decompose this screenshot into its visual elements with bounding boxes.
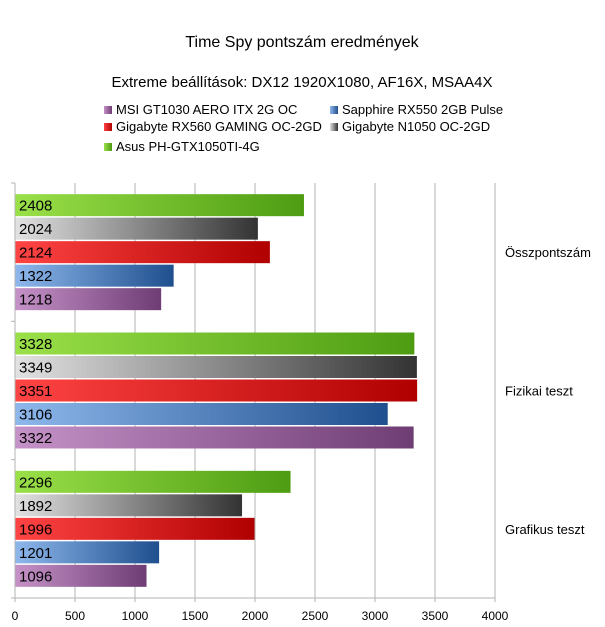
x-tick-label: 500 bbox=[65, 609, 85, 623]
legend-label: Asus PH-GTX1050TI-4G bbox=[116, 139, 260, 154]
data-label: 2408 bbox=[19, 198, 52, 215]
plot-area: 2408 2024 2124 1322 1218 3328 3349 3351 3106 3322… bbox=[11, 182, 591, 623]
chart-subtitle: Extreme beállítások: DX12 1920X1080, AF1… bbox=[111, 74, 492, 91]
legend-swatch bbox=[104, 143, 112, 151]
bar bbox=[15, 264, 174, 287]
data-label: 1892 bbox=[19, 498, 52, 515]
category-labels: Összpontszám Fizikai teszt Grafikus teszt bbox=[505, 245, 591, 537]
data-label: 2124 bbox=[19, 245, 52, 262]
bar bbox=[15, 403, 388, 425]
data-label: 1218 bbox=[19, 292, 52, 309]
legend-label: Sapphire RX550 2GB Pulse bbox=[342, 102, 503, 117]
legend-swatch bbox=[104, 123, 112, 131]
legend-label: MSI GT1030 AERO ITX 2G OC bbox=[116, 102, 297, 117]
x-tick-label: 0 bbox=[12, 609, 19, 623]
data-label: 3322 bbox=[19, 430, 52, 447]
x-axis-ticks: 0 500 1000 1500 2000 2500 3000 3500 4000 bbox=[12, 609, 509, 623]
x-tick-label: 3500 bbox=[422, 609, 449, 623]
bar bbox=[15, 241, 270, 264]
bar bbox=[15, 194, 304, 217]
data-label: 1201 bbox=[19, 545, 52, 562]
data-label: 3106 bbox=[19, 407, 52, 424]
axes bbox=[11, 182, 496, 602]
data-label: 3351 bbox=[19, 383, 52, 400]
data-label: 1322 bbox=[19, 268, 52, 285]
data-label: 1096 bbox=[19, 568, 52, 585]
legend-swatch bbox=[104, 106, 112, 114]
bars: 2408 2024 2124 1322 1218 3328 3349 3351 3106 3322… bbox=[15, 194, 418, 587]
bar bbox=[15, 564, 147, 587]
bar bbox=[15, 517, 255, 540]
data-label: 3349 bbox=[19, 360, 52, 377]
legend: MSI GT1030 AERO ITX 2G OC Sapphire RX550 … bbox=[104, 102, 503, 154]
bar bbox=[15, 217, 258, 240]
legend-label: Gigabyte RX560 GAMING OC-2GD bbox=[116, 119, 322, 134]
bar bbox=[15, 332, 415, 355]
category-label: Grafikus teszt bbox=[505, 522, 585, 537]
legend-label: Gigabyte N1050 OC-2GD bbox=[342, 119, 490, 134]
bar bbox=[15, 541, 160, 564]
x-tick-label: 4000 bbox=[482, 609, 509, 623]
bar bbox=[15, 379, 418, 402]
data-label: 2024 bbox=[19, 221, 52, 238]
x-tick-label: 2500 bbox=[302, 609, 329, 623]
category-label: Fizikai teszt bbox=[505, 384, 573, 399]
data-label: 2296 bbox=[19, 474, 52, 491]
x-tick-label: 2000 bbox=[242, 609, 269, 623]
legend-swatch bbox=[330, 106, 338, 114]
x-tick-label: 1000 bbox=[122, 609, 149, 623]
data-label: 1996 bbox=[19, 521, 52, 538]
legend-swatch bbox=[330, 123, 338, 131]
data-label: 3328 bbox=[19, 336, 52, 353]
chart-title: Time Spy pontszám eredmények bbox=[185, 34, 419, 51]
x-tick-label: 1500 bbox=[182, 609, 209, 623]
bar bbox=[15, 470, 291, 493]
x-tick-label: 3000 bbox=[362, 609, 389, 623]
bar bbox=[15, 494, 243, 517]
category-label: Összpontszám bbox=[505, 245, 591, 260]
bar bbox=[15, 356, 417, 378]
bar bbox=[15, 426, 414, 449]
bar bbox=[15, 288, 162, 311]
